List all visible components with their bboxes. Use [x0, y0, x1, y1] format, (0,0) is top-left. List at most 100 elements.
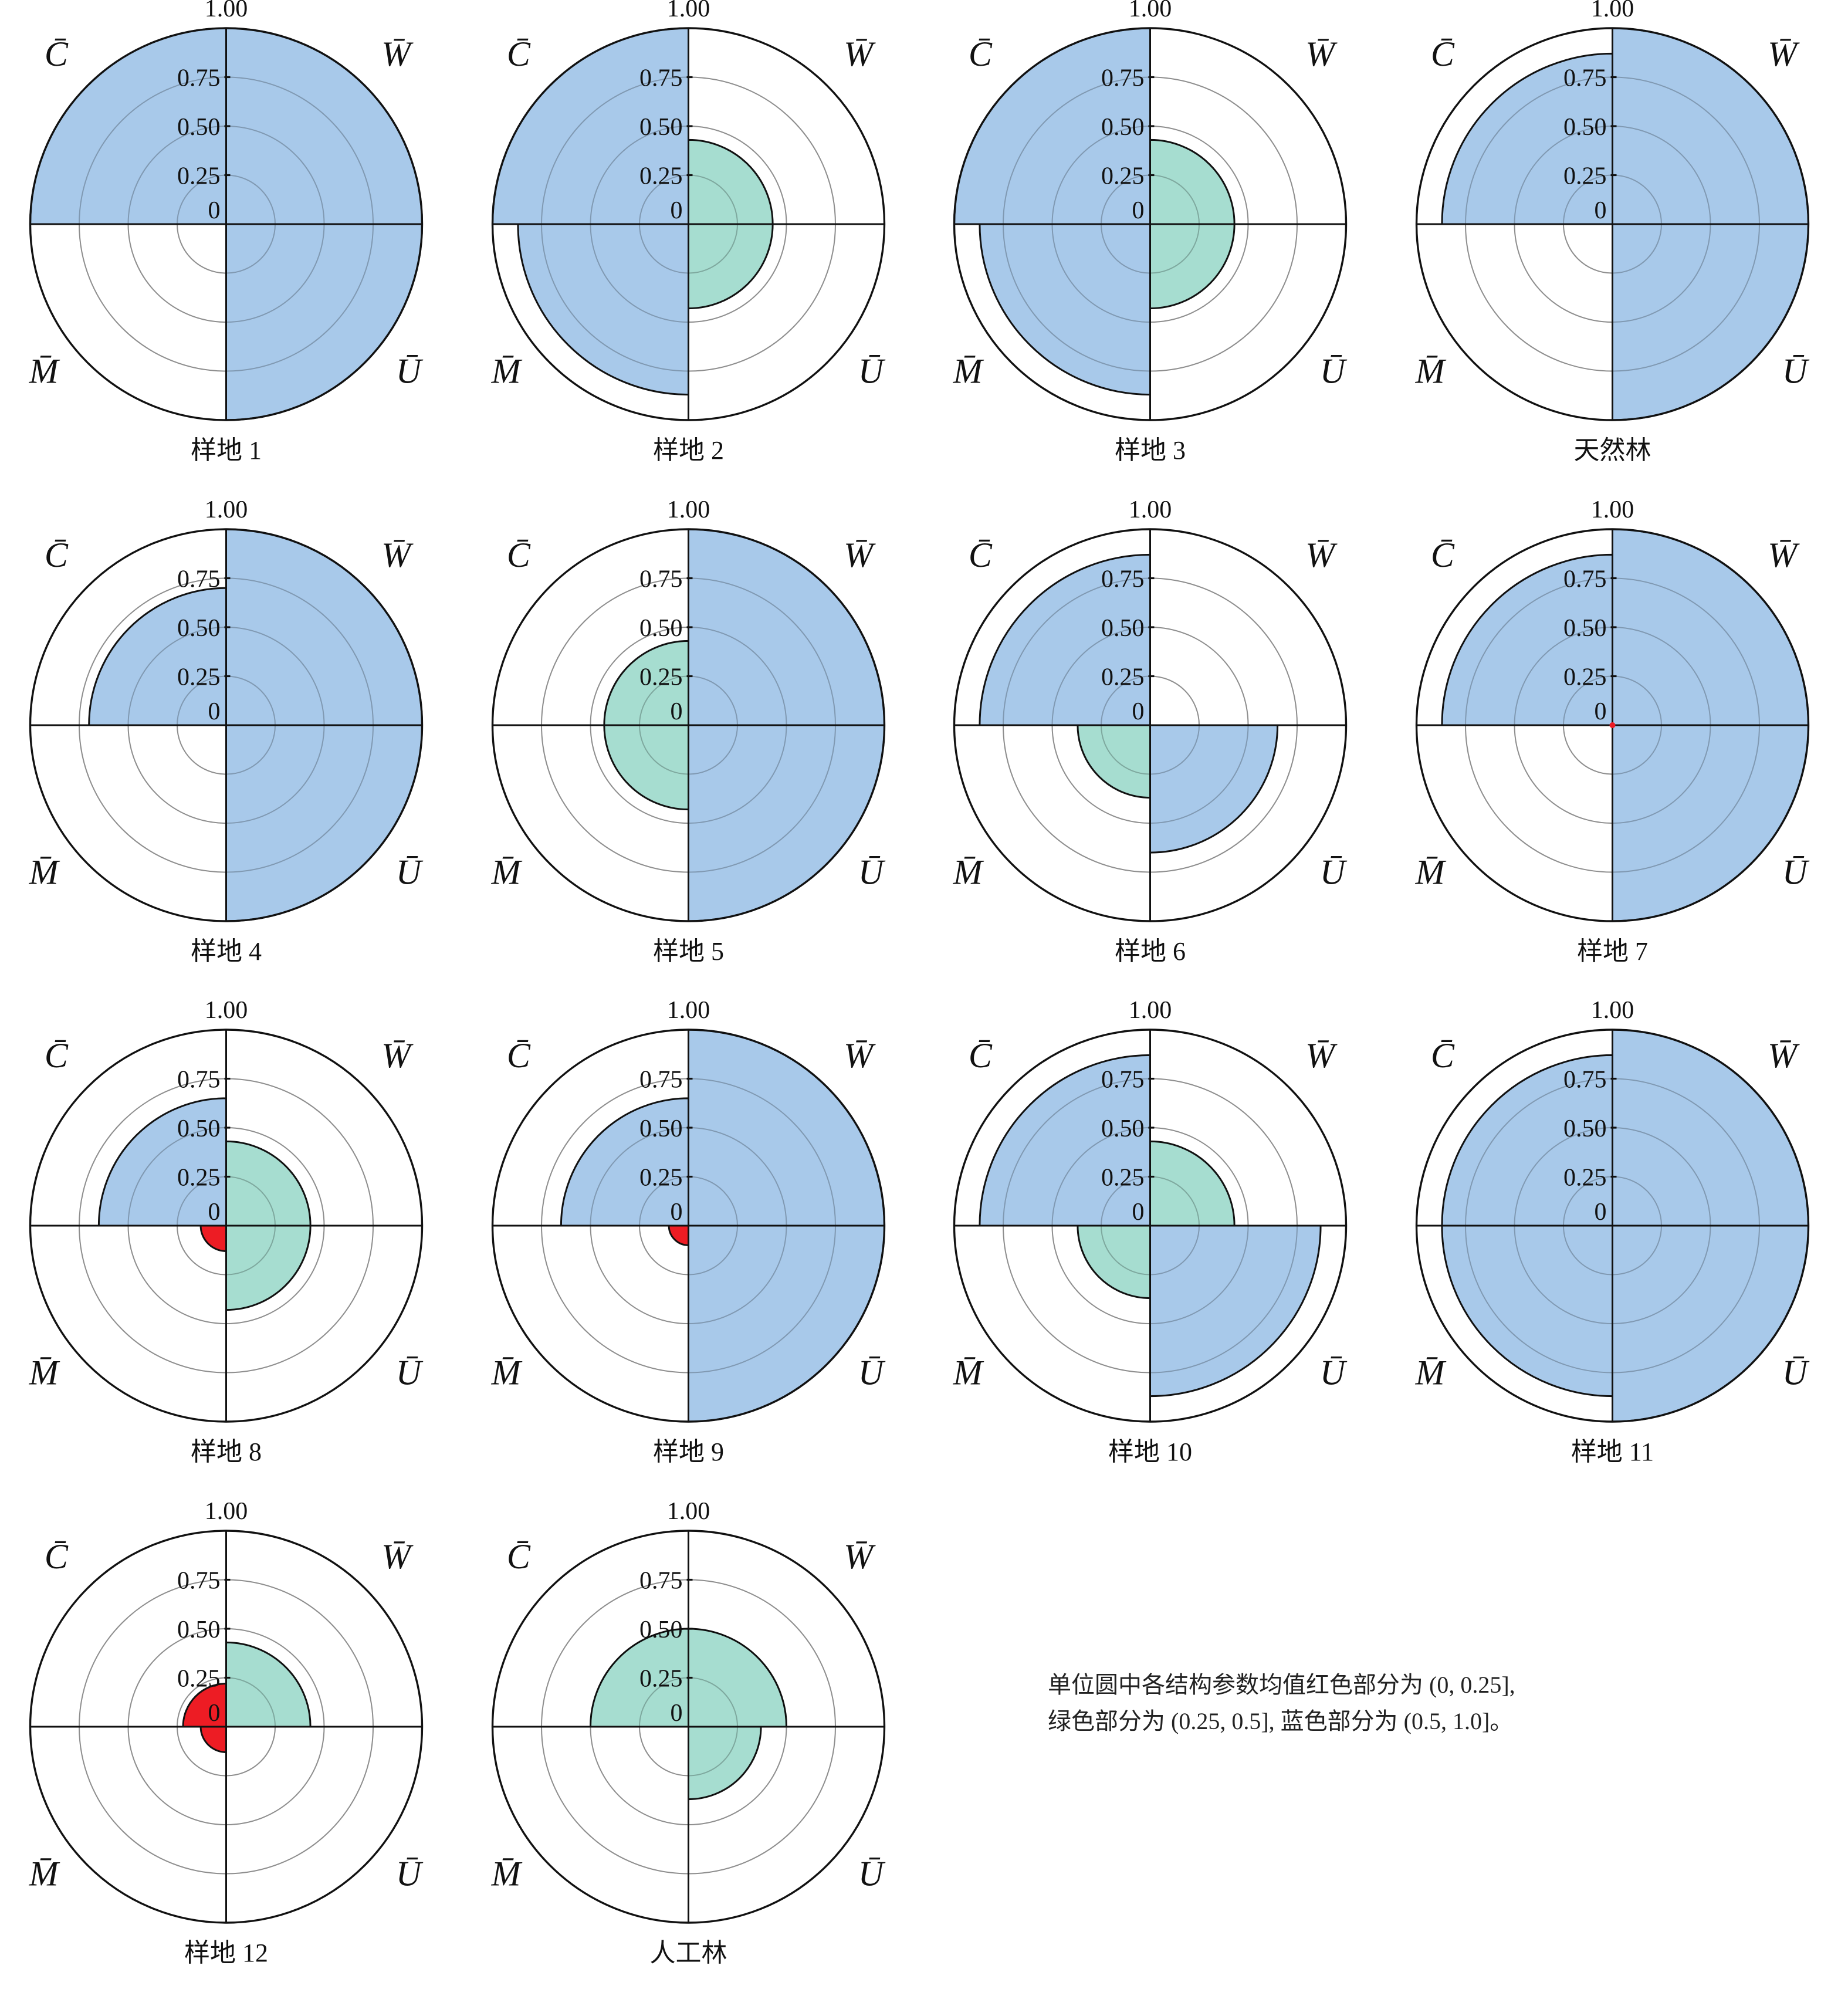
svg-text:Ū: Ū: [1782, 853, 1809, 891]
svg-text:0.75: 0.75: [177, 1067, 221, 1094]
svg-text:0: 0: [1132, 197, 1145, 224]
svg-text:C̄: C̄: [45, 35, 69, 73]
svg-text:C̄: C̄: [506, 1537, 530, 1575]
svg-text:1.00: 1.00: [1590, 501, 1634, 523]
svg-text:0.25: 0.25: [1563, 1165, 1607, 1192]
svg-text:人工林: 人工林: [649, 1939, 727, 1967]
svg-text:Ū: Ū: [396, 853, 424, 891]
svg-text:Ū: Ū: [396, 1353, 424, 1392]
svg-text:0.25: 0.25: [177, 1165, 221, 1192]
svg-text:M̄: M̄: [490, 1854, 522, 1893]
svg-text:0.25: 0.25: [639, 163, 683, 190]
svg-text:0.25: 0.25: [1563, 664, 1607, 691]
svg-text:C̄: C̄: [45, 1036, 69, 1075]
svg-text:0.75: 0.75: [1101, 65, 1145, 92]
svg-text:M̄: M̄: [490, 853, 522, 891]
svg-text:1.00: 1.00: [666, 501, 710, 523]
svg-text:1.00: 1.00: [666, 0, 710, 22]
svg-text:1.00: 1.00: [1129, 0, 1172, 22]
svg-text:1.00: 1.00: [1590, 1002, 1634, 1024]
svg-text:W̄: W̄: [844, 1537, 876, 1575]
svg-text:0: 0: [1594, 698, 1606, 725]
svg-text:W̄: W̄: [844, 1036, 876, 1075]
svg-text:0.75: 0.75: [1563, 65, 1607, 92]
svg-text:0.50: 0.50: [639, 1616, 683, 1643]
svg-text:W̄: W̄: [1305, 35, 1338, 73]
svg-text:W̄: W̄: [381, 1036, 414, 1075]
svg-text:0: 0: [208, 197, 221, 224]
svg-text:0.75: 0.75: [1101, 566, 1145, 593]
svg-text:Ū: Ū: [858, 1353, 885, 1392]
svg-text:0.75: 0.75: [177, 1567, 221, 1594]
svg-text:W̄: W̄: [844, 35, 876, 73]
svg-text:0.25: 0.25: [177, 664, 221, 691]
svg-text:0: 0: [208, 698, 221, 725]
svg-text:0.50: 0.50: [639, 1115, 683, 1142]
svg-text:M̄: M̄: [1414, 1353, 1446, 1392]
svg-text:0.75: 0.75: [639, 65, 683, 92]
svg-text:样地 3: 样地 3: [1115, 436, 1186, 465]
svg-text:0.25: 0.25: [1101, 163, 1145, 190]
svg-text:0: 0: [670, 698, 682, 725]
svg-text:Ū: Ū: [1320, 1353, 1348, 1392]
svg-text:M̄: M̄: [953, 853, 984, 891]
svg-text:0.75: 0.75: [639, 1067, 683, 1094]
svg-text:W̄: W̄: [1768, 535, 1800, 574]
svg-text:C̄: C̄: [1430, 35, 1454, 73]
svg-text:M̄: M̄: [1414, 853, 1446, 891]
svg-text:0.50: 0.50: [1101, 615, 1145, 642]
svg-text:样地 10: 样地 10: [1108, 1437, 1192, 1466]
svg-text:样地 1: 样地 1: [191, 436, 262, 465]
svg-text:0.25: 0.25: [1101, 664, 1145, 691]
svg-text:0.25: 0.25: [639, 664, 683, 691]
svg-text:样地 9: 样地 9: [653, 1437, 724, 1466]
svg-text:0: 0: [670, 1199, 682, 1226]
svg-text:0.75: 0.75: [1563, 1067, 1607, 1094]
svg-text:W̄: W̄: [381, 535, 414, 574]
svg-text:0.50: 0.50: [1563, 1115, 1607, 1142]
svg-text:C̄: C̄: [45, 535, 69, 574]
svg-text:M̄: M̄: [29, 853, 60, 891]
svg-text:0.50: 0.50: [1563, 615, 1607, 642]
svg-text:W̄: W̄: [1768, 35, 1800, 73]
svg-text:0.50: 0.50: [177, 615, 221, 642]
svg-text:0.25: 0.25: [177, 1665, 221, 1692]
svg-text:1.00: 1.00: [666, 1503, 710, 1525]
svg-text:样地 11: 样地 11: [1571, 1437, 1653, 1466]
svg-text:0.75: 0.75: [1101, 1067, 1145, 1094]
svg-text:Ū: Ū: [858, 351, 885, 390]
svg-text:1.00: 1.00: [205, 0, 248, 22]
svg-text:0.50: 0.50: [177, 1115, 221, 1142]
svg-text:0.75: 0.75: [177, 65, 221, 92]
svg-text:M̄: M̄: [490, 351, 522, 390]
svg-text:W̄: W̄: [1768, 1036, 1800, 1075]
svg-text:0.25: 0.25: [639, 1665, 683, 1692]
svg-text:样地 8: 样地 8: [191, 1437, 262, 1466]
svg-text:M̄: M̄: [29, 1854, 60, 1893]
svg-text:0: 0: [1594, 1199, 1606, 1226]
svg-text:0.75: 0.75: [639, 1567, 683, 1594]
svg-text:样地 2: 样地 2: [653, 436, 724, 465]
svg-text:样地 6: 样地 6: [1115, 937, 1186, 966]
svg-text:1.00: 1.00: [1129, 501, 1172, 523]
svg-text:0.75: 0.75: [639, 566, 683, 593]
svg-text:C̄: C̄: [1430, 535, 1454, 574]
svg-text:1.00: 1.00: [1590, 0, 1634, 22]
svg-text:0: 0: [670, 1700, 682, 1727]
svg-text:W̄: W̄: [844, 535, 876, 574]
svg-text:0: 0: [1594, 197, 1606, 224]
svg-text:0.50: 0.50: [1563, 114, 1607, 141]
svg-text:0: 0: [1132, 698, 1145, 725]
svg-text:0.25: 0.25: [1563, 163, 1607, 190]
svg-text:0.50: 0.50: [639, 114, 683, 141]
svg-text:C̄: C̄: [506, 1036, 530, 1075]
svg-text:M̄: M̄: [29, 351, 60, 390]
svg-text:M̄: M̄: [490, 1353, 522, 1392]
svg-text:M̄: M̄: [953, 1353, 984, 1392]
svg-text:0: 0: [208, 1700, 221, 1727]
svg-text:1.00: 1.00: [666, 1002, 710, 1024]
svg-text:M̄: M̄: [1414, 351, 1446, 390]
svg-text:C̄: C̄: [45, 1537, 69, 1575]
svg-text:C̄: C̄: [506, 535, 530, 574]
svg-text:0.50: 0.50: [639, 615, 683, 642]
